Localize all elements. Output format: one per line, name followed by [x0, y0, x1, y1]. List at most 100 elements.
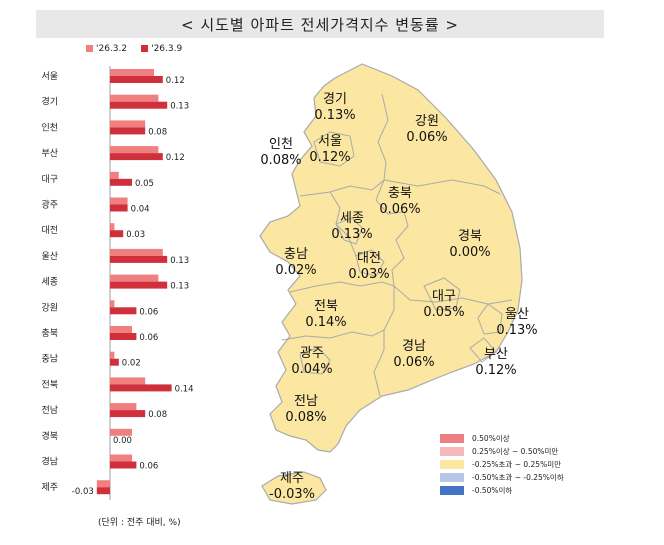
category-label: 전북 — [41, 379, 58, 390]
bar-prev-충남 — [110, 351, 115, 359]
map-legend-label: -0.50%초과 ~ -0.25%이하 — [472, 473, 564, 482]
region-name: 인천 — [269, 137, 293, 152]
bar-curr-세종 — [110, 281, 168, 289]
category-label: 울산 — [41, 251, 58, 262]
bar-prev-울산 — [110, 248, 163, 256]
category-label: 제주 — [41, 482, 58, 493]
bar-prev-대구 — [110, 171, 119, 179]
legend-swatch-series-1 — [86, 45, 93, 52]
value-label: 0.13 — [170, 282, 189, 292]
region-name: 경북 — [458, 229, 482, 244]
region-value: 0.08% — [260, 153, 301, 168]
border-seoul — [313, 131, 355, 167]
border-busan — [469, 337, 497, 363]
region-name: 서울 — [318, 134, 342, 149]
border-chungbuk — [375, 179, 409, 287]
map-shapes — [259, 63, 523, 505]
bar-prev-경남 — [110, 454, 132, 462]
region-value: 0.13% — [331, 227, 372, 242]
region-name: 광주 — [300, 346, 324, 361]
value-label: 0.06 — [139, 462, 158, 472]
value-label: 0.12 — [166, 153, 185, 163]
bar-curr-전남 — [110, 410, 146, 418]
region-name: 충남 — [284, 247, 308, 262]
border-gangwon-south — [383, 179, 501, 195]
region-name: 충북 — [388, 186, 412, 201]
bar-curr-서울 — [110, 76, 163, 83]
category-label: 전남 — [41, 405, 58, 416]
value-label: 0.00 — [113, 436, 132, 446]
value-label: 0.13 — [170, 102, 189, 112]
region-value: 0.02% — [275, 263, 316, 278]
border-jeolla-north — [289, 281, 395, 293]
map-legend-label: -0.50%이하 — [472, 486, 513, 495]
map-legend-label: 0.50%이상 — [472, 434, 510, 443]
bar-curr-전북 — [110, 384, 172, 392]
region-name: 울산 — [505, 307, 529, 322]
chart-title: < 시도별 아파트 전세가격지수 변동률 > — [36, 10, 604, 38]
map-labels: 경기0.13% 강원0.06%인천0.08%서울0.12%충북0.06%세종0.1… — [260, 92, 537, 502]
bar-prev-인천 — [110, 120, 146, 128]
map-legend-label: 0.25%이상 ~ 0.50%미만 — [472, 447, 559, 456]
value-label: 0.06 — [139, 307, 158, 317]
region-name: 경기 — [323, 92, 347, 107]
bar-curr-인천 — [110, 127, 146, 135]
bar-prev-강원 — [110, 300, 115, 308]
bar-prev-전북 — [110, 377, 146, 385]
map-legend-swatch — [440, 460, 464, 469]
region-value: 0.06% — [379, 202, 420, 217]
category-label: 광주 — [41, 199, 58, 211]
region-name: 경남 — [402, 339, 426, 354]
border-gyeonggi-south — [299, 179, 385, 197]
bar-prev-부산 — [110, 146, 159, 154]
region-name: 대전 — [357, 251, 381, 266]
value-label: -0.03 — [72, 487, 94, 497]
unit-note: (단위 : 전주 대비, %) — [98, 518, 181, 528]
bar-curr-충북 — [110, 333, 137, 340]
region-value: 0.12% — [475, 363, 516, 378]
map-legend-swatch — [440, 486, 464, 495]
category-label: 충북 — [41, 328, 58, 339]
bar-curr-광주 — [110, 204, 128, 212]
border-sejong — [335, 217, 363, 245]
category-label: 부산 — [41, 148, 58, 159]
series-legend: '26.3.2 '26.3.9 — [86, 44, 182, 54]
border-gwangju — [299, 347, 331, 375]
value-label: 0.13 — [170, 256, 189, 266]
category-label: 대전 — [41, 225, 58, 236]
bar-prev-광주 — [110, 197, 128, 205]
map-legend-item: 0.50%이상 — [440, 432, 564, 445]
region-value: 0.12% — [309, 150, 350, 165]
bar-prev-전남 — [110, 403, 137, 411]
border-gyeongnam-west — [373, 330, 385, 397]
region-name: 강원 — [415, 114, 439, 129]
region-value: 0.05% — [423, 305, 464, 320]
bar-curr-제주 — [96, 487, 110, 495]
map-legend-item: 0.25%이상 ~ 0.50%미만 — [440, 445, 564, 458]
map-legend: 0.50%이상 0.25%이상 ~ 0.50%미만 -0.25%초과 ~ 0.25%… — [440, 432, 564, 497]
bar-curr-부산 — [110, 153, 163, 161]
map-legend-swatch — [440, 447, 464, 456]
bar-prev-대전 — [110, 223, 115, 231]
category-label: 인천 — [41, 122, 58, 133]
category-label: 강원 — [41, 302, 58, 313]
region-value: -0.03% — [269, 487, 315, 502]
value-label: 0.06 — [139, 333, 158, 343]
category-label: 대구 — [41, 174, 58, 185]
legend-swatch-series-2 — [141, 45, 149, 52]
map-legend-item: -0.25%초과 ~ 0.25%미만 — [440, 458, 564, 471]
category-label: 세종 — [41, 277, 58, 288]
region-name: 전북 — [314, 299, 338, 314]
region-name: 세종 — [340, 211, 364, 226]
legend-item-series-1: '26.3.2 — [86, 44, 127, 54]
category-label: 경북 — [41, 430, 58, 442]
value-label: 0.04 — [131, 205, 150, 215]
jeju-shape — [261, 471, 327, 505]
bar-curr-강원 — [110, 307, 137, 315]
region-value: 0.08% — [285, 410, 326, 425]
value-label: 0.08 — [148, 127, 167, 137]
bar-prev-경북 — [110, 428, 132, 436]
bar-curr-경기 — [110, 101, 168, 109]
bar-prev-세종 — [110, 274, 159, 282]
region-value: 0.06% — [393, 355, 434, 370]
